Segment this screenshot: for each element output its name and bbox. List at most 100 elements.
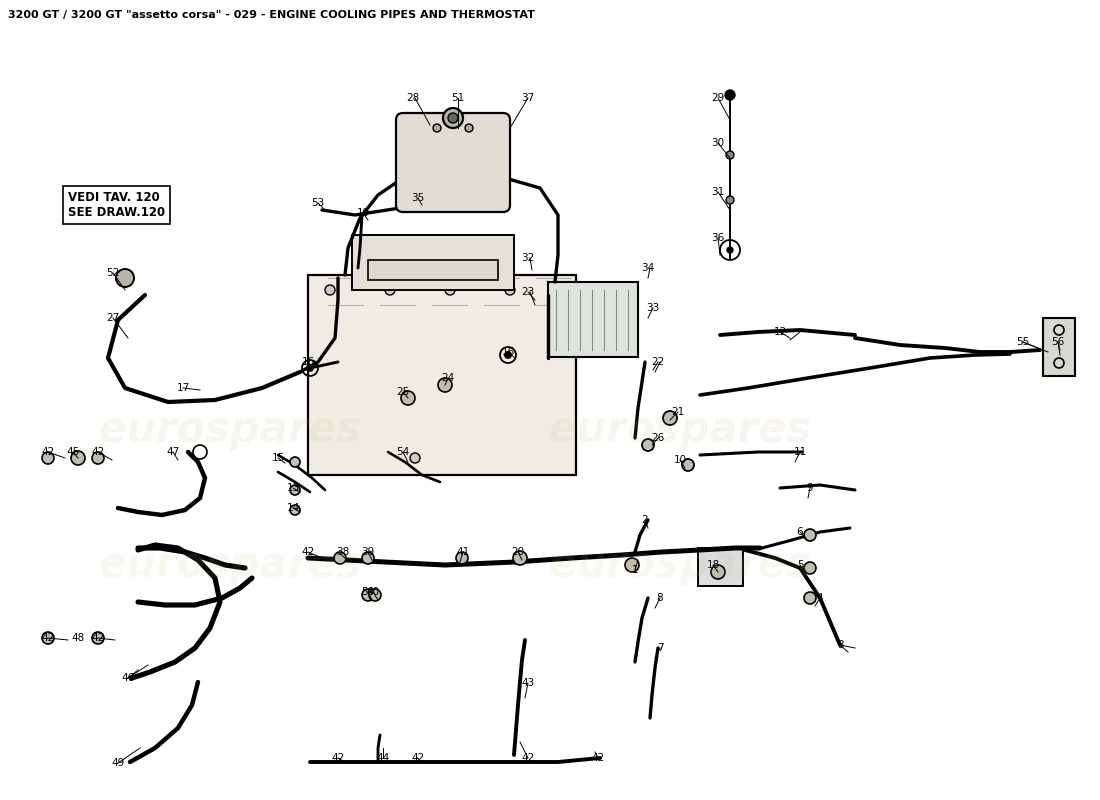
Text: 16: 16 (301, 357, 315, 367)
Text: 31: 31 (712, 187, 725, 197)
Circle shape (362, 552, 374, 564)
Text: 42: 42 (42, 447, 55, 457)
Circle shape (804, 529, 816, 541)
Text: 34: 34 (641, 263, 654, 273)
Text: 42: 42 (331, 753, 344, 763)
Circle shape (642, 439, 654, 451)
Text: 16: 16 (502, 347, 515, 357)
Text: 6: 6 (796, 527, 803, 537)
Circle shape (438, 378, 452, 392)
Text: 11: 11 (793, 447, 806, 457)
Circle shape (804, 592, 816, 604)
Circle shape (402, 391, 415, 405)
Text: 33: 33 (647, 303, 660, 313)
Text: 42: 42 (592, 753, 605, 763)
Text: 1: 1 (631, 565, 638, 575)
Text: 46: 46 (121, 673, 134, 683)
Text: 40: 40 (366, 587, 379, 597)
Text: 56: 56 (1052, 337, 1065, 347)
FancyBboxPatch shape (396, 113, 510, 212)
Text: 42: 42 (91, 447, 104, 457)
Circle shape (334, 552, 346, 564)
Text: 42: 42 (521, 753, 535, 763)
Text: eurospares: eurospares (549, 409, 812, 451)
Text: 2: 2 (641, 515, 648, 525)
Circle shape (550, 285, 560, 295)
Text: 15: 15 (272, 453, 285, 463)
Circle shape (116, 269, 134, 287)
Text: 49: 49 (111, 758, 124, 768)
Text: eurospares: eurospares (549, 544, 812, 586)
Circle shape (727, 247, 733, 253)
Text: 29: 29 (712, 93, 725, 103)
Circle shape (42, 452, 54, 464)
Text: eurospares: eurospares (98, 544, 362, 586)
Text: 42: 42 (301, 547, 315, 557)
Text: 35: 35 (411, 193, 425, 203)
Text: 25: 25 (396, 387, 409, 397)
Text: 24: 24 (441, 373, 454, 383)
Text: 8: 8 (657, 593, 663, 603)
Circle shape (92, 632, 104, 644)
Text: 27: 27 (107, 313, 120, 323)
Circle shape (290, 485, 300, 495)
Text: 50: 50 (362, 587, 375, 597)
Text: 3200 GT / 3200 GT "assetto corsa" - 029 - ENGINE COOLING PIPES AND THERMOSTAT: 3200 GT / 3200 GT "assetto corsa" - 029 … (8, 10, 535, 20)
Circle shape (804, 562, 816, 574)
Text: 42: 42 (91, 633, 104, 643)
Text: 9: 9 (806, 483, 813, 493)
Circle shape (362, 589, 374, 601)
Text: 42: 42 (411, 753, 425, 763)
Text: 45: 45 (66, 447, 79, 457)
Text: 32: 32 (521, 253, 535, 263)
Text: 41: 41 (456, 547, 470, 557)
Text: 37: 37 (521, 93, 535, 103)
Circle shape (368, 589, 381, 601)
Circle shape (446, 285, 455, 295)
Text: 22: 22 (651, 357, 664, 367)
Bar (368, 260, 498, 280)
Circle shape (443, 108, 463, 128)
Circle shape (290, 505, 300, 515)
Text: 55: 55 (1016, 337, 1030, 347)
Text: 3: 3 (837, 640, 844, 650)
Circle shape (505, 352, 512, 358)
Text: 48: 48 (72, 633, 85, 643)
Text: 20: 20 (512, 547, 525, 557)
Circle shape (42, 632, 54, 644)
Circle shape (324, 285, 336, 295)
Text: 52: 52 (107, 268, 120, 278)
Circle shape (456, 552, 468, 564)
Circle shape (725, 90, 735, 100)
Text: 38: 38 (337, 547, 350, 557)
Bar (698, 548, 742, 586)
Text: 13: 13 (286, 483, 299, 493)
Bar (308, 275, 576, 475)
Bar (548, 282, 638, 357)
Text: 30: 30 (712, 138, 725, 148)
Text: 19: 19 (356, 208, 370, 218)
Text: 4: 4 (816, 593, 823, 603)
Circle shape (465, 124, 473, 132)
Text: 42: 42 (42, 633, 55, 643)
Text: eurospares: eurospares (98, 409, 362, 451)
Circle shape (663, 411, 676, 425)
Text: 18: 18 (706, 560, 719, 570)
Circle shape (414, 196, 426, 208)
Text: 43: 43 (521, 678, 535, 688)
Circle shape (505, 285, 515, 295)
Text: 7: 7 (657, 643, 663, 653)
Circle shape (72, 451, 85, 465)
Text: 26: 26 (651, 433, 664, 443)
Text: 10: 10 (673, 455, 686, 465)
Circle shape (385, 285, 395, 295)
Text: 21: 21 (671, 407, 684, 417)
Text: 17: 17 (176, 383, 189, 393)
Bar (1043, 318, 1075, 376)
Text: 5: 5 (796, 560, 803, 570)
Bar (352, 235, 514, 290)
Circle shape (513, 551, 527, 565)
Text: VEDI TAV. 120
SEE DRAW.120: VEDI TAV. 120 SEE DRAW.120 (68, 191, 165, 219)
Circle shape (448, 113, 458, 123)
Circle shape (433, 124, 441, 132)
